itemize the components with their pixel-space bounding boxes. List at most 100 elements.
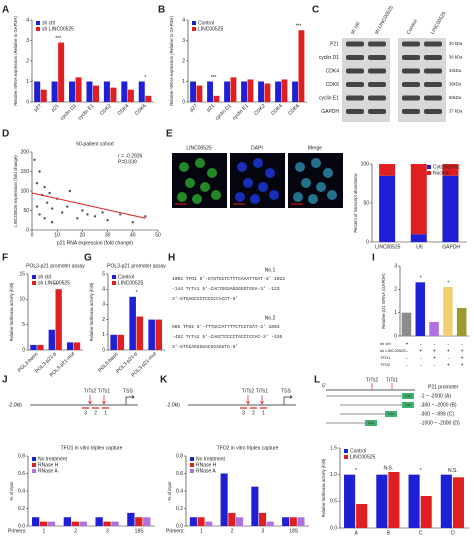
bar [111,521,119,526]
image-label: LINC00525 [186,145,212,151]
point [35,182,39,185]
cell [301,178,311,188]
reporter-label: Luc [405,403,411,407]
x-tick-label: CDK2 [253,103,267,117]
x-tick-label: 3 [106,528,109,534]
bar [135,517,143,526]
panel-letter: K [160,375,168,386]
blot-band [402,82,420,87]
panel-letter: C [312,5,319,16]
table-cell: - [447,355,449,361]
panel-letter: G [84,253,92,264]
bar [51,81,58,102]
x-tick-label: LINC00525 [375,244,401,250]
y-tick-label: 100 [361,161,370,167]
y-tick-label: 1 [182,79,185,85]
table-row-label: sh LINC00525 [380,348,406,353]
sequence-group-title: No.2 [265,315,276,321]
blot-band [402,68,420,74]
blot-band [424,68,442,74]
bar [66,342,74,350]
bar [155,319,163,350]
legend-label: sh ctrl [38,274,51,280]
bar [129,296,136,350]
bar [47,521,56,526]
image-label: DAPI [251,145,263,151]
blot-band [424,82,442,87]
y-tick-label: 0.0 [18,523,25,529]
table-cell: - [406,355,408,361]
y-tick-label: 50 [363,200,369,206]
significance: *** [296,24,302,30]
panel-letter: D [2,129,9,140]
point [66,205,69,208]
legend-swatch [32,281,36,285]
legend-label: RNase A [196,468,216,474]
blot-band [368,41,386,47]
point [86,213,89,216]
fit-line [31,192,146,219]
blot-size: 37 kDa [449,109,463,114]
bar [75,77,82,102]
blot-row-label: cyclin D1 [319,55,340,61]
y-tick-label: 2 [102,317,105,323]
bar [282,517,290,526]
y-tick-label: 3 [394,263,397,269]
bar [71,521,79,526]
y-tick-label: 0 [366,239,369,245]
point [43,185,46,189]
y-tick-label: 0.8 [18,453,25,459]
bar [379,175,396,242]
legend-swatch [32,275,36,279]
cell [327,190,337,200]
x-tick-label: CDK4 [117,103,131,117]
bar [408,474,420,528]
bar [30,344,37,350]
legend-label: No treatment [38,456,68,462]
bar [429,322,439,336]
legend-label: LINC00525 [198,26,224,32]
y-tick-label: 2 [182,58,185,64]
annotation: P=0.039 [118,159,137,165]
panel-letter: L [314,375,320,386]
bar [297,517,305,526]
chart-title: TFO2 in vitro triplex capture [217,445,279,451]
x-tick-label: D [451,530,455,536]
x-tick-label: C [419,530,423,536]
y-tick-label: 2 [26,58,29,64]
y-tick-label: 0 [182,99,185,105]
image-label: Merge [308,145,322,151]
blot-size: 36 kDa [449,55,463,60]
cell [265,168,275,178]
site-label: TrTs2 [366,377,379,383]
legend-label: Nuclear [433,170,451,176]
bar [442,175,459,242]
table-cell: + [461,362,464,368]
cell [308,194,318,204]
x-tick-label: 20 [80,232,86,238]
blot-band [368,109,386,114]
sequence-line: 3'-GTGAGCCCTCCCCCACCT-5' [172,296,238,302]
cell [253,158,263,168]
bar [127,89,134,102]
y-tick-label: 200 [21,149,30,155]
bar [259,512,267,526]
y-tick-label: 0.0 [176,523,183,529]
y-tick-label: 0.0 [330,525,337,531]
significance: * [420,468,422,474]
point [68,189,72,193]
legend-label: Control [198,20,214,26]
y-tick-label: 0.4 [18,488,25,494]
panel-letter: B [158,5,165,16]
blot-band [346,109,364,114]
bar [420,496,432,528]
blot-band [346,95,364,101]
site-label: TrTs1 [98,388,111,394]
blot-band [424,55,442,60]
blot-band [368,95,386,101]
bar [289,517,297,526]
y-axis-label: % of input [9,481,14,500]
x-tick-label: GAPDH [442,244,460,250]
bar [103,81,110,102]
blot-band [402,55,420,60]
